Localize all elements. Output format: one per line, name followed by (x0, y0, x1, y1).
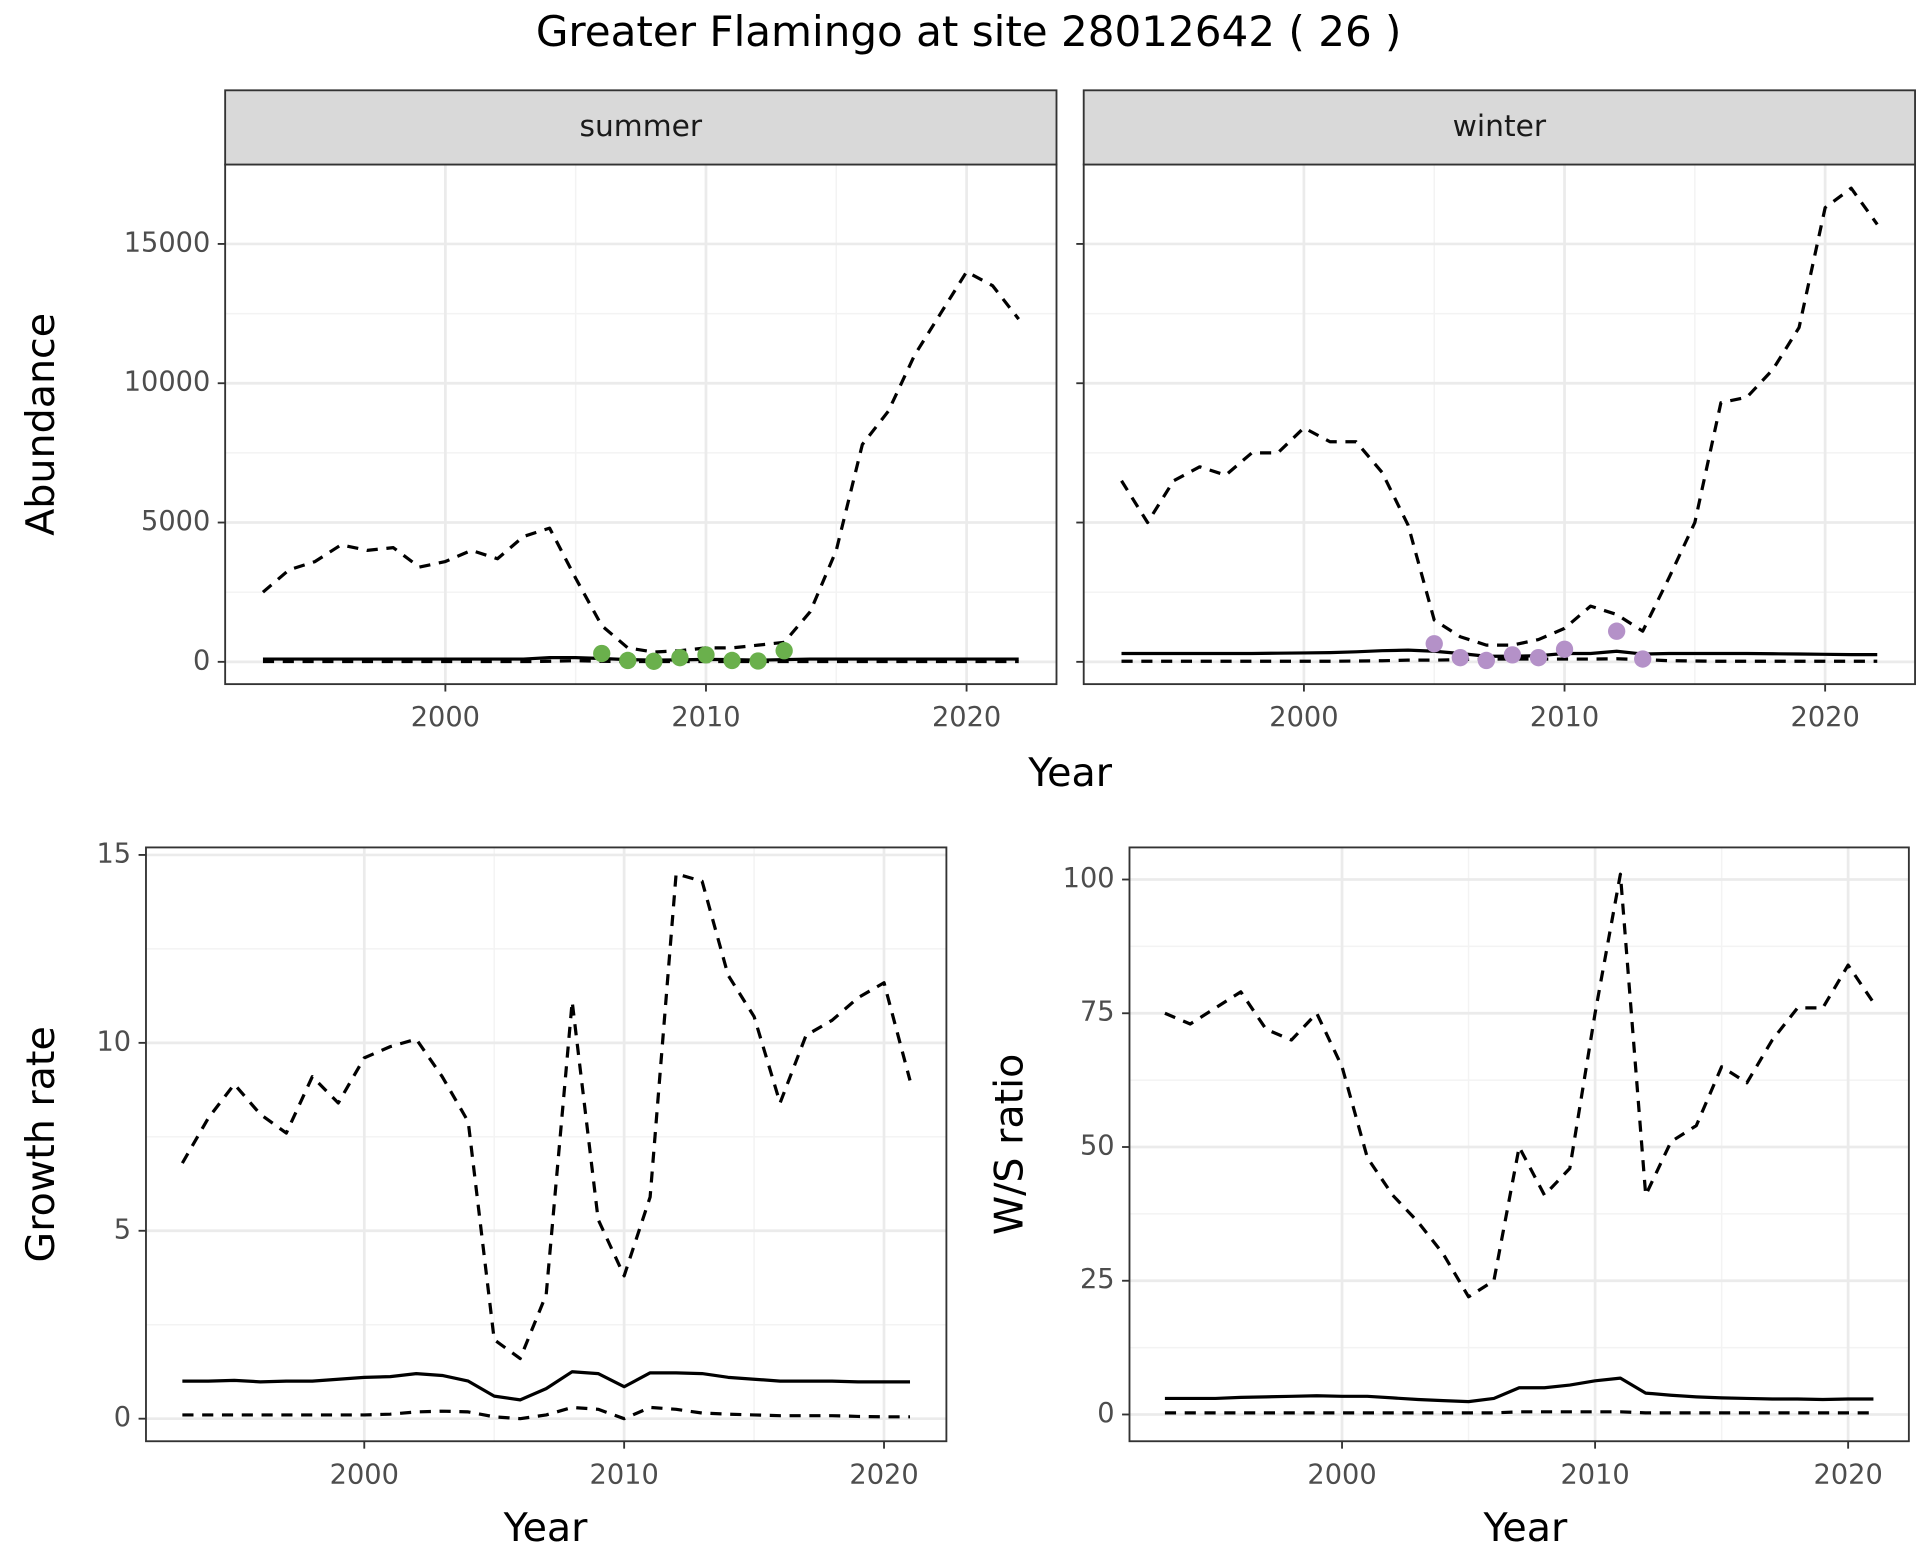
y-tick-label: 5000 (141, 506, 210, 537)
bound-line (1121, 657, 1878, 663)
y-axis-title: Growth rate (18, 1026, 64, 1262)
mean-line (1164, 1376, 1874, 1404)
y-tick-label: 15 (97, 838, 132, 869)
bound-line (182, 1405, 911, 1421)
bound-line (261, 270, 1020, 654)
data-point (1607, 622, 1626, 640)
x-tick-label: 2010 (590, 1459, 659, 1490)
panel-background (1129, 847, 1909, 1442)
x-axis-title: Year (503, 1505, 589, 1551)
mean-line (182, 1370, 911, 1402)
panel-border (1128, 846, 1910, 1443)
facet-strip (224, 89, 1058, 166)
panel-background (225, 164, 1057, 685)
data-point (671, 648, 689, 667)
x-tick-label: 2000 (411, 702, 480, 733)
x-tick-label: 2020 (1791, 702, 1860, 733)
y-tick-label: 15000 (124, 227, 211, 258)
mean-line (1121, 648, 1878, 658)
data-point (619, 651, 637, 670)
x-tick-label: 2010 (671, 702, 740, 733)
panel-background (145, 847, 947, 1442)
data-point (723, 651, 741, 670)
data-point (1425, 635, 1443, 653)
y-tick-label: 0 (193, 645, 210, 676)
facet-strip (1082, 89, 1916, 166)
facet-label: winter (1453, 109, 1547, 144)
mean-line (262, 656, 1019, 662)
x-tick-label: 2000 (1269, 702, 1338, 733)
bound-line (262, 659, 1019, 664)
y-tick-label: 100 (1063, 863, 1115, 894)
bound-line (180, 872, 912, 1361)
y-tick-label: 0 (114, 1402, 131, 1433)
bound-line (1120, 186, 1879, 647)
data-point (1529, 648, 1548, 667)
x-tick-label: 2000 (330, 1459, 399, 1490)
y-tick-label: 25 (1080, 1264, 1115, 1295)
panel-border (145, 846, 948, 1443)
x-tick-label: 2020 (1814, 1459, 1883, 1490)
x-tick-label: 2000 (1307, 1459, 1376, 1490)
x-tick-label: 2020 (932, 702, 1001, 733)
y-tick-label: 10 (97, 1026, 132, 1057)
x-tick-label: 2020 (849, 1459, 918, 1490)
facet-label: summer (580, 109, 703, 144)
data-point (1451, 648, 1469, 667)
data-point (593, 644, 611, 663)
y-tick-label: 10000 (124, 367, 211, 398)
data-point (1503, 646, 1522, 664)
y-tick-label: 5 (114, 1214, 131, 1245)
x-axis-title: Year (1027, 750, 1113, 796)
data-point (645, 652, 663, 670)
data-point (749, 652, 767, 670)
data-point (1634, 650, 1652, 668)
y-axis-title: Abundance (18, 313, 64, 536)
panel-background (1083, 164, 1916, 685)
y-tick-label: 50 (1080, 1131, 1115, 1162)
data-point (1477, 651, 1496, 670)
x-tick-label: 2010 (1560, 1459, 1629, 1490)
y-tick-label: 75 (1080, 997, 1115, 1028)
figure-title: Greater Flamingo at site 28012642 ( 26 ) (536, 7, 1402, 56)
x-axis-title: Year (1482, 1505, 1568, 1551)
data-point (1555, 640, 1574, 658)
x-tick-label: 2010 (1530, 702, 1599, 733)
y-axis-title: W/S ratio (986, 1054, 1032, 1235)
data-point (697, 646, 715, 664)
data-point (775, 642, 793, 660)
y-tick-label: 0 (1097, 1398, 1114, 1429)
